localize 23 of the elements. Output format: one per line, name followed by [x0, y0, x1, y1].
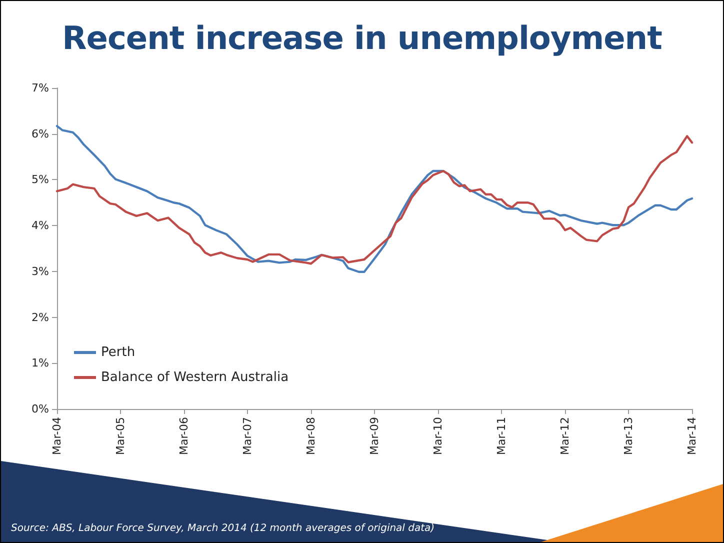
y-tick-label: 0% [32, 402, 49, 416]
y-tick-label: 7% [32, 82, 49, 94]
y-tick-label: 2% [32, 310, 49, 324]
x-tick-label: Mar-04 [50, 417, 64, 456]
y-tick-label: 6% [32, 127, 49, 140]
x-tick-label: Mar-08 [304, 417, 318, 456]
legend-label: Balance of Western Australia [101, 370, 289, 385]
x-tick-label: Mar-13 [622, 417, 636, 456]
x-tick-label: Mar-06 [177, 417, 190, 456]
legend-label: Perth [101, 345, 136, 360]
x-tick-label: Mar-10 [431, 417, 444, 456]
source-note: Source: ABS, Labour Force Survey, March 2014 (12 month averages of original data) [11, 523, 435, 534]
x-tick-label: Mar-05 [114, 417, 127, 456]
x-tick-label: Mar-09 [368, 417, 381, 456]
x-tick-label: Mar-12 [558, 417, 572, 456]
x-tick-label: Mar-14 [686, 417, 698, 456]
x-tick-label: Mar-11 [494, 417, 508, 456]
y-tick-label: 1% [32, 356, 49, 370]
y-tick-label: 4% [32, 219, 49, 232]
x-tick-label: Mar-07 [240, 417, 254, 456]
y-tick-label: 3% [32, 264, 49, 278]
y-tick-label: 5% [32, 173, 49, 186]
chart-title: Recent increase in unemployment [61, 19, 663, 57]
